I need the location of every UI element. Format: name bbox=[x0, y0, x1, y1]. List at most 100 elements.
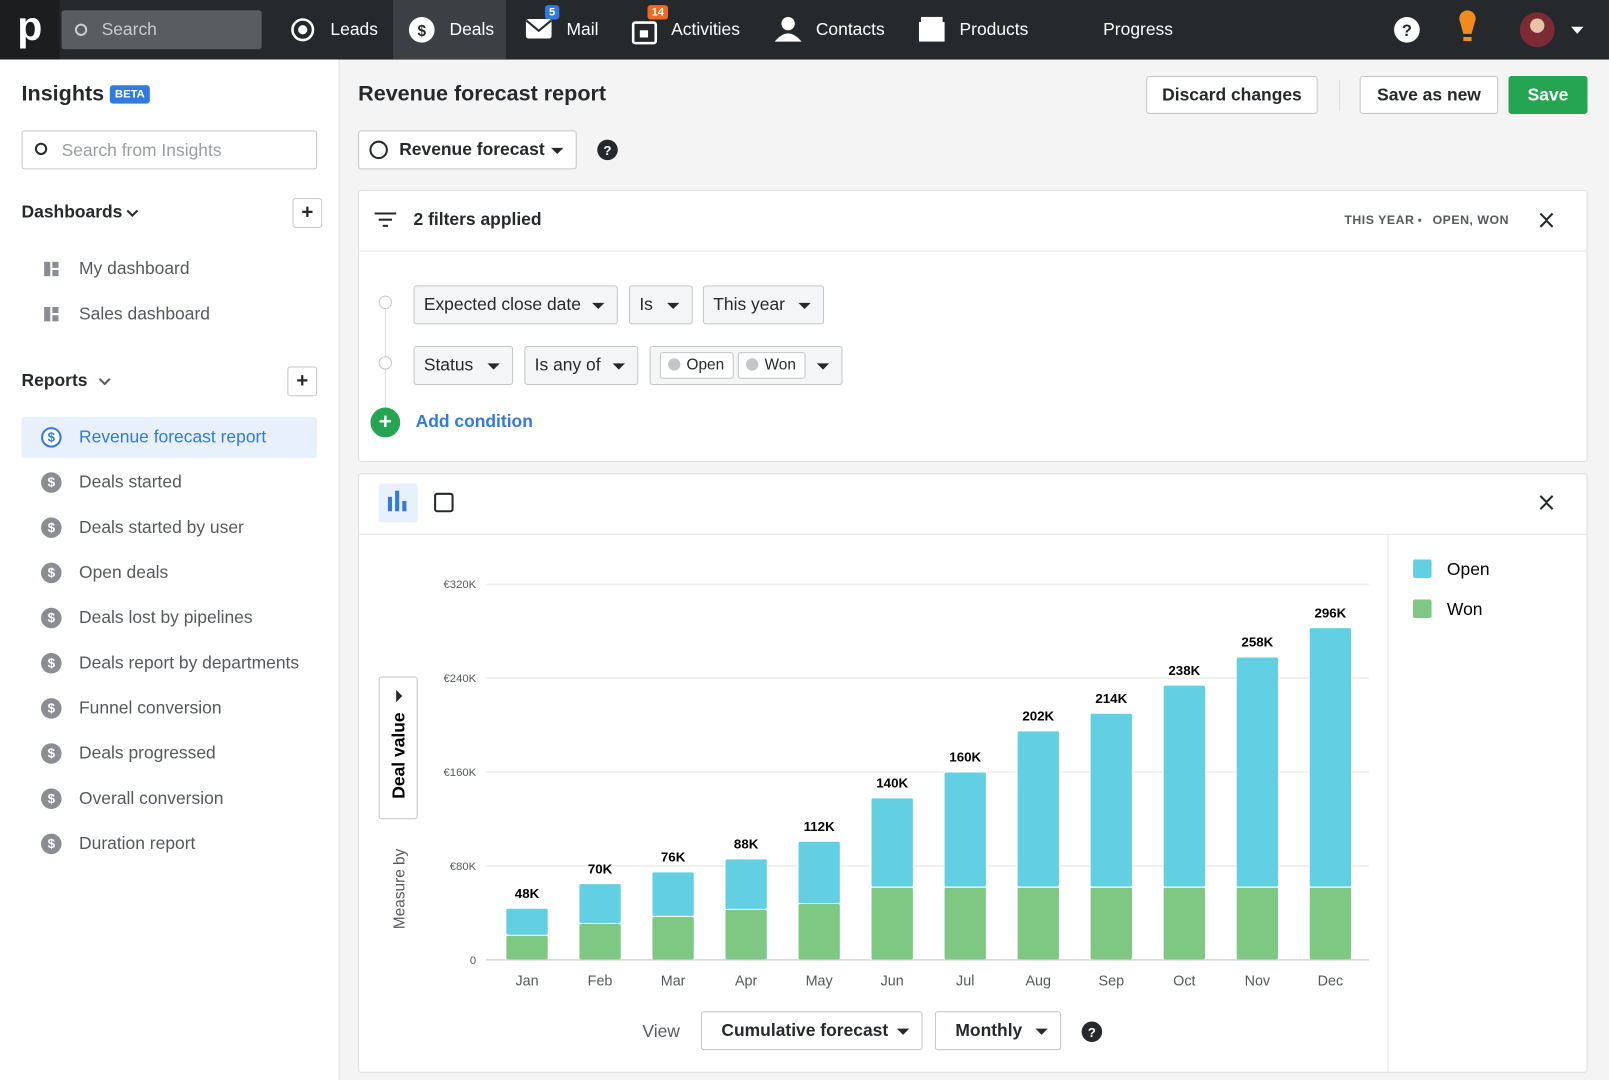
nav-search[interactable] bbox=[61, 10, 262, 50]
chip-label: Open bbox=[686, 356, 725, 374]
chip-remove[interactable] bbox=[746, 358, 759, 371]
view-select[interactable]: Cumulative forecast bbox=[700, 1011, 923, 1051]
bar bbox=[797, 840, 841, 905]
measure-by-label: Measure by bbox=[391, 848, 408, 929]
search-icon bbox=[74, 23, 88, 36]
total-label: 76K bbox=[661, 850, 686, 865]
add-condition-icon[interactable]: + bbox=[370, 407, 401, 438]
chart: 0 €80K €160K €240K €320K Jan 48K Feb 70K Mar 76K Ap… bbox=[444, 559, 1490, 990]
nav-item[interactable]: Products bbox=[959, 19, 1029, 40]
nav-item[interactable]: Mail bbox=[566, 19, 599, 40]
report-type-select[interactable]: Revenue forecast bbox=[358, 130, 577, 170]
bar bbox=[943, 771, 987, 888]
condition-field[interactable]: Expected close date bbox=[413, 285, 618, 325]
condition-field[interactable]: Status bbox=[413, 345, 514, 385]
view-label: View bbox=[642, 1021, 680, 1041]
x-tick-label: May bbox=[806, 974, 834, 990]
bar bbox=[870, 886, 914, 961]
report-item[interactable]: Deals progressed bbox=[79, 743, 216, 763]
report-icon: $ bbox=[41, 607, 62, 629]
bar bbox=[943, 886, 987, 961]
bar-chart-icon bbox=[387, 490, 407, 512]
search-icon bbox=[34, 142, 48, 156]
nav-item[interactable]: Contacts bbox=[815, 19, 885, 40]
y-tick-label: €240K bbox=[444, 673, 477, 685]
bulb-icon[interactable] bbox=[1459, 10, 1476, 42]
x-tick-label: Jun bbox=[881, 974, 904, 990]
help-icon[interactable] bbox=[1081, 1021, 1103, 1042]
report-item[interactable]: Deals lost by pipelines bbox=[79, 607, 253, 628]
dashboard-item[interactable]: My dashboard bbox=[79, 258, 190, 279]
filter-tag: OPEN, WON bbox=[1432, 212, 1510, 227]
y-tick-label: €160K bbox=[444, 767, 477, 779]
report-item[interactable]: Open deals bbox=[79, 562, 169, 583]
report-item[interactable]: Deals started bbox=[79, 472, 182, 492]
caret bbox=[98, 378, 111, 386]
divider bbox=[358, 533, 1588, 535]
report-item[interactable]: Deals started by user bbox=[79, 517, 244, 537]
bar bbox=[724, 908, 768, 961]
bar bbox=[1235, 656, 1280, 888]
total-label: 258K bbox=[1241, 635, 1273, 650]
chip[interactable] bbox=[659, 352, 734, 379]
timeline-dot bbox=[378, 356, 393, 370]
interval-select[interactable]: Monthly bbox=[934, 1011, 1062, 1051]
condition-operator[interactable]: Is bbox=[629, 285, 693, 325]
bar bbox=[1308, 886, 1353, 961]
add-dashboard[interactable]: + bbox=[292, 198, 323, 228]
dashboard-item[interactable]: Sales dashboard bbox=[79, 303, 210, 324]
report-item[interactable]: Deals report by departments bbox=[79, 652, 300, 673]
condition-value[interactable]: This year bbox=[702, 285, 825, 325]
report-item[interactable]: Overall conversion bbox=[79, 788, 224, 808]
report-icon: $ bbox=[41, 472, 62, 493]
nav-item[interactable]: Deals bbox=[449, 19, 495, 40]
reports-label[interactable]: Reports bbox=[21, 370, 88, 391]
report-title: Revenue forecast report bbox=[358, 82, 607, 106]
nav-search-placeholder: Search bbox=[101, 19, 157, 40]
caret bbox=[396, 689, 403, 703]
nav-item[interactable]: Progress bbox=[1103, 19, 1173, 40]
x-tick-label: Jul bbox=[956, 974, 974, 990]
x-tick-label: Oct bbox=[1173, 974, 1195, 990]
chip-label: Won bbox=[764, 356, 796, 374]
x-tick-label: Mar bbox=[661, 974, 686, 990]
total-label: 88K bbox=[734, 837, 759, 852]
nav-item[interactable]: Leads bbox=[330, 19, 378, 40]
report-item[interactable]: Funnel conversion bbox=[79, 698, 222, 718]
dashboards-label[interactable]: Dashboards bbox=[21, 202, 123, 222]
x-tick-label: Nov bbox=[1245, 974, 1271, 990]
report-icon: $ bbox=[41, 562, 62, 584]
table-icon[interactable] bbox=[434, 492, 454, 513]
bar bbox=[1089, 712, 1133, 888]
beta-badge: BETA bbox=[109, 85, 150, 104]
save-button[interactable]: Save bbox=[1508, 75, 1588, 114]
report-item[interactable]: Duration report bbox=[79, 833, 196, 854]
condition-operator[interactable]: Is any of bbox=[524, 345, 639, 385]
report-item[interactable]: Revenue forecast report bbox=[79, 427, 267, 447]
divider bbox=[358, 250, 1588, 252]
save-as-new-button[interactable]: Save as new bbox=[1359, 75, 1499, 114]
add-condition[interactable]: Add condition bbox=[415, 411, 533, 432]
report-icon: $ bbox=[41, 517, 62, 538]
help-icon[interactable] bbox=[597, 139, 618, 161]
bar bbox=[505, 907, 549, 936]
discard-button[interactable]: Discard changes bbox=[1146, 75, 1318, 114]
filters-summary[interactable]: 2 filters applied bbox=[413, 209, 542, 229]
report-icon: $ bbox=[41, 833, 62, 855]
logo[interactable]: p bbox=[0, 0, 60, 60]
legend-label: Won bbox=[1447, 599, 1483, 619]
bar bbox=[505, 934, 549, 961]
add-report[interactable]: + bbox=[287, 366, 318, 397]
report-type-icon bbox=[369, 140, 388, 160]
nav-item[interactable]: Activities bbox=[671, 19, 740, 40]
collapse-chart[interactable] bbox=[1539, 495, 1554, 510]
caret bbox=[551, 147, 564, 154]
nav-icons: $ ? bbox=[291, 16, 1420, 45]
chip-remove[interactable] bbox=[668, 358, 681, 371]
sidebar-search[interactable] bbox=[21, 130, 318, 170]
collapse-filters[interactable] bbox=[1539, 212, 1554, 228]
measure-select[interactable] bbox=[378, 676, 418, 820]
x-tick-label: Feb bbox=[588, 974, 613, 990]
bar bbox=[1235, 886, 1280, 961]
